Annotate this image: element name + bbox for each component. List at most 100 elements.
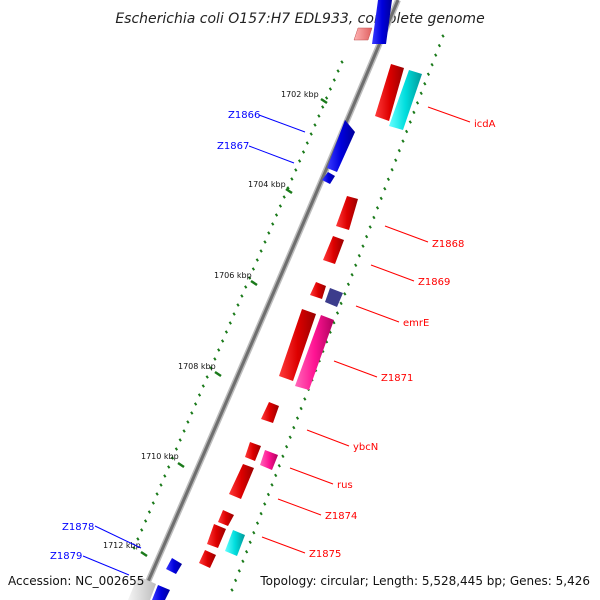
gene-Z1869[interactable] bbox=[323, 236, 344, 264]
gene-rus-magenta[interactable] bbox=[260, 450, 278, 470]
scale-tick bbox=[233, 578, 238, 583]
scale-tick bbox=[267, 231, 271, 235]
label-rus[interactable]: rus bbox=[337, 480, 353, 491]
scale-tick bbox=[415, 101, 420, 105]
label-Z1878[interactable]: Z1878 bbox=[62, 522, 94, 533]
gene-labels: icdA Z1866 Z1867 Z1868 Z1869 emrE Z1871 … bbox=[50, 110, 496, 562]
scale-tick bbox=[426, 72, 431, 76]
scale-tick bbox=[186, 420, 190, 424]
scale-label: 1704 kbp bbox=[248, 180, 286, 189]
gene-rus[interactable] bbox=[245, 442, 261, 461]
gene-ybcN[interactable] bbox=[261, 402, 279, 423]
scale-tick bbox=[244, 285, 248, 289]
scale-tick bbox=[155, 492, 159, 496]
scale-tick bbox=[274, 213, 279, 217]
label-Z1869[interactable]: Z1869 bbox=[418, 277, 450, 288]
scale-label: 1706 kbp bbox=[214, 271, 252, 280]
label-Z1867[interactable]: Z1867 bbox=[217, 141, 249, 152]
scale-tick bbox=[336, 69, 340, 73]
scale-ticks bbox=[132, 34, 445, 592]
scale-tick bbox=[284, 444, 289, 449]
scale-tick bbox=[332, 78, 336, 82]
scale-tick bbox=[328, 87, 333, 91]
scale-tick bbox=[299, 406, 303, 411]
label-emrE[interactable]: emrE bbox=[403, 318, 429, 329]
gene-Z1875-c[interactable] bbox=[199, 550, 216, 568]
scale-tick bbox=[151, 501, 155, 505]
scale-tick bbox=[270, 483, 274, 487]
gene-Z1868[interactable] bbox=[336, 196, 358, 230]
scale-tick bbox=[224, 330, 229, 334]
scale-tick bbox=[201, 384, 205, 388]
scale-tick bbox=[361, 244, 365, 248]
scale-tick bbox=[281, 454, 285, 459]
gene-Z1875-cyan[interactable] bbox=[225, 530, 245, 556]
scale-tick bbox=[240, 294, 244, 298]
scale-tick bbox=[354, 263, 358, 267]
scale-tick bbox=[236, 303, 240, 307]
gene-Z1871-magenta[interactable] bbox=[295, 315, 334, 390]
scale-tick bbox=[248, 540, 252, 544]
gene-Z1867[interactable] bbox=[322, 172, 335, 184]
scale-tick bbox=[290, 177, 294, 181]
scale-tick bbox=[197, 393, 202, 397]
scale-tick bbox=[170, 456, 175, 460]
scale-tick bbox=[232, 312, 236, 316]
scale-tick bbox=[295, 416, 300, 420]
scale-tick bbox=[408, 120, 412, 124]
scale-tick bbox=[213, 357, 217, 361]
scale-tick bbox=[340, 60, 344, 64]
scale-tick bbox=[278, 204, 283, 208]
gene-small-red[interactable] bbox=[310, 282, 326, 299]
scale-tick bbox=[182, 429, 186, 433]
gene-Z1878[interactable] bbox=[166, 558, 182, 574]
gene-Z1866[interactable] bbox=[327, 120, 355, 172]
label-icdA[interactable]: icdA bbox=[474, 119, 496, 130]
scale-tick bbox=[178, 438, 182, 442]
scale-tick bbox=[147, 510, 152, 514]
label-Z1874[interactable]: Z1874 bbox=[325, 511, 357, 522]
scale-tick bbox=[383, 187, 387, 191]
label-Z1875[interactable]: Z1875 bbox=[309, 549, 341, 560]
scale-tick bbox=[386, 177, 391, 182]
gene-Z1874[interactable] bbox=[229, 464, 254, 499]
gene-Z1875-a[interactable] bbox=[218, 510, 234, 526]
scale-tick bbox=[288, 435, 292, 439]
scale-tick bbox=[251, 267, 256, 271]
label-Z1871[interactable]: Z1871 bbox=[381, 373, 413, 384]
gene-icdA[interactable] bbox=[375, 64, 404, 121]
gene-top-pink[interactable] bbox=[353, 27, 373, 41]
scale-tick bbox=[346, 282, 351, 287]
scale-tick bbox=[228, 321, 232, 325]
gene-bottom-grey[interactable] bbox=[128, 576, 156, 600]
scale-tick bbox=[297, 159, 302, 163]
scale-tick bbox=[317, 114, 321, 118]
scale-tick bbox=[294, 168, 298, 172]
scale-tick bbox=[132, 546, 136, 550]
scale-tick bbox=[394, 158, 398, 162]
scale-tick bbox=[255, 258, 259, 262]
scale-tick bbox=[230, 588, 234, 592]
gene-Z1875-b[interactable] bbox=[207, 524, 226, 548]
label-Z1866[interactable]: Z1866 bbox=[228, 110, 260, 121]
scale-label: 1712 kbp bbox=[103, 541, 141, 550]
scale-tick bbox=[244, 550, 249, 554]
scale-tick bbox=[217, 348, 221, 352]
scale-tick bbox=[404, 129, 409, 134]
gene-top-blue[interactable] bbox=[372, 0, 392, 44]
gene-Z1879[interactable] bbox=[152, 585, 170, 600]
gene-Z1871[interactable] bbox=[279, 309, 316, 381]
scale-tick bbox=[263, 240, 267, 244]
gene-icdA-cyan[interactable] bbox=[389, 70, 422, 130]
label-leaders bbox=[82, 106, 471, 576]
label-Z1868[interactable]: Z1868 bbox=[432, 239, 464, 250]
scale-tick bbox=[423, 82, 427, 86]
scale-tick bbox=[343, 292, 347, 296]
gene-emrE[interactable] bbox=[325, 288, 343, 307]
scale-tick bbox=[237, 569, 241, 573]
label-Z1879[interactable]: Z1879 bbox=[50, 551, 82, 562]
label-ybcN[interactable]: ybcN bbox=[353, 442, 378, 453]
genome-backbone bbox=[137, 0, 401, 600]
scale-tick bbox=[412, 110, 416, 115]
